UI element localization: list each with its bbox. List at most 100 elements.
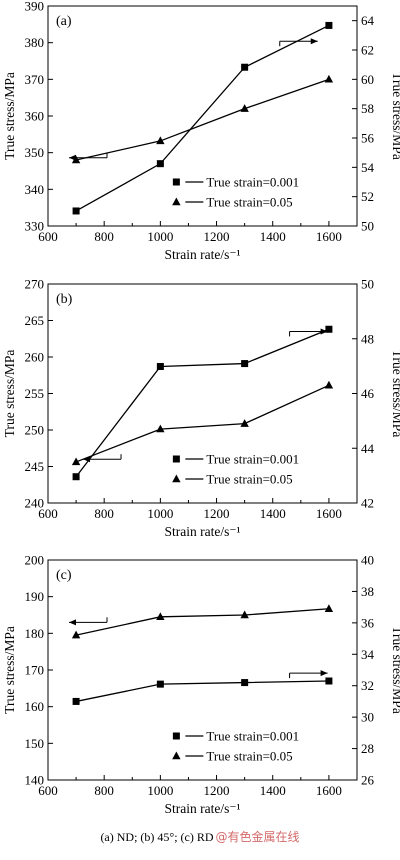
- y-tick-label-right: 36: [361, 615, 375, 630]
- y-tick-label-left: 350: [25, 145, 45, 160]
- square-marker: [156, 362, 164, 370]
- y-tick-label-left: 390: [25, 0, 45, 14]
- arrowhead-left: [83, 456, 91, 463]
- triangle-marker: [71, 457, 81, 466]
- y-tick-label-right: 40: [361, 553, 374, 568]
- y-tick-label-left: 150: [25, 736, 45, 751]
- y-axis-label-right: True stress/MPa: [390, 72, 400, 160]
- arrowhead-left: [68, 619, 76, 626]
- y-tick-label-left: 200: [25, 553, 45, 568]
- square-marker: [156, 680, 164, 688]
- triangle-marker: [156, 612, 165, 621]
- y-tick-label-left: 190: [25, 589, 45, 604]
- x-tick-label: 1200: [204, 783, 230, 798]
- x-tick-label: 1600: [316, 506, 342, 521]
- y-tick-label-left: 265: [25, 313, 45, 328]
- series-line-strain-0001: [75, 680, 329, 703]
- y-tick-label-left: 245: [25, 459, 45, 474]
- square-marker: [72, 207, 80, 215]
- series-line-strain-005: [75, 608, 329, 636]
- y-tick-label-left: 360: [25, 109, 45, 124]
- x-axis-label: Strain rate/s⁻¹: [164, 801, 240, 816]
- y-tick-label-left: 160: [25, 699, 45, 714]
- triangle-marker: [240, 419, 249, 427]
- triangle-marker: [240, 610, 249, 619]
- watermark-text: @有色金属在线: [215, 830, 300, 844]
- y-tick-label-left: 260: [25, 350, 45, 365]
- x-tick-label: 800: [94, 229, 114, 244]
- legend-triangle-marker: [172, 751, 181, 760]
- y-tick-label-right: 28: [361, 741, 374, 756]
- y-tick-label-right: 42: [361, 496, 374, 511]
- x-tick-label: 600: [38, 506, 58, 521]
- y-tick-label-left: 170: [25, 663, 45, 678]
- plot-frame: [47, 559, 358, 781]
- y-tick-label-right: 62: [361, 43, 374, 58]
- y-tick-label-right: 48: [361, 331, 374, 346]
- legend-label: True strain=0.05: [206, 472, 292, 487]
- chart-panel-3: 600 800 1000 1200 1400 1600 140 150 160 170 180 190…: [2, 553, 400, 817]
- x-axis-label: Strain rate/s⁻¹: [164, 524, 240, 539]
- y-axis-label-right: True stress/MPa: [390, 350, 400, 438]
- triangle-marker: [324, 380, 334, 389]
- x-tick-label: 1400: [260, 229, 286, 244]
- chart-panel-2: 600 800 1000 1200 1400 1600 240 245 250 255 260 265…: [2, 277, 400, 540]
- arrowhead-right: [320, 670, 328, 677]
- legend-square-marker: [172, 178, 180, 186]
- square-marker: [325, 325, 333, 333]
- y-tick-label-right: 50: [361, 219, 374, 234]
- panel-label: (c): [56, 568, 72, 583]
- figure-canvas: 600 800 1000 1200 1400 1600 330 340 350 360 370 380…: [2, 0, 400, 817]
- y-axis-label-left: True stress/MPa: [2, 72, 17, 160]
- y-tick-label-right: 58: [361, 101, 374, 116]
- panel-label: (b): [56, 292, 73, 307]
- y-axis-label-left: True stress/MPa: [2, 626, 17, 714]
- square-marker: [72, 697, 80, 705]
- y-tick-label-right: 30: [361, 710, 374, 725]
- arrowhead-right: [310, 38, 318, 45]
- y-tick-label-right: 34: [361, 647, 375, 662]
- triangle-marker: [156, 424, 165, 433]
- y-tick-label-right: 64: [361, 13, 375, 28]
- series-line-strain-005: [75, 384, 330, 463]
- legend-label: True strain=0.001: [206, 452, 299, 467]
- arrowhead-right: [320, 328, 328, 335]
- legend-square-marker: [172, 732, 180, 740]
- y-tick-label-right: 50: [361, 277, 374, 292]
- x-axis-label: Strain rate/s⁻¹: [164, 247, 240, 262]
- y-tick-label-left: 250: [25, 423, 45, 438]
- triangle-marker: [324, 74, 334, 83]
- x-tick-label: 1000: [147, 506, 173, 521]
- square-marker: [72, 473, 80, 481]
- x-tick-label: 1400: [260, 506, 286, 521]
- legend-label: True strain=0.001: [206, 729, 299, 744]
- arrowhead-left: [68, 154, 76, 161]
- y-tick-label-left: 370: [25, 72, 45, 87]
- series-line-strain-0001: [75, 24, 330, 212]
- legend-label: True strain=0.05: [206, 749, 292, 764]
- x-tick-label: 800: [94, 506, 114, 521]
- x-tick-label: 1000: [147, 229, 173, 244]
- triangle-marker: [71, 155, 81, 164]
- y-axis-label-left: True stress/MPa: [2, 350, 17, 438]
- legend-label: True strain=0.05: [206, 195, 292, 210]
- legend-triangle-marker: [172, 474, 181, 483]
- x-tick-label: 1400: [260, 783, 286, 798]
- x-tick-label: 1600: [316, 783, 342, 798]
- panel-label: (a): [56, 14, 72, 29]
- triangle-marker: [71, 630, 81, 639]
- x-tick-label: 1200: [204, 506, 230, 521]
- x-tick-label: 1200: [204, 229, 230, 244]
- y-tick-label-left: 180: [25, 626, 45, 641]
- series-line-strain-005: [75, 78, 330, 161]
- y-tick-label-right: 44: [361, 441, 375, 456]
- y-tick-label-right: 56: [361, 131, 375, 146]
- square-marker: [325, 21, 333, 29]
- series-line-strain-0001: [75, 328, 330, 478]
- y-tick-label-left: 340: [25, 182, 45, 197]
- legend-triangle-marker: [172, 197, 181, 206]
- square-marker: [241, 679, 249, 687]
- square-marker: [241, 63, 249, 71]
- y-tick-label-left: 270: [25, 277, 45, 292]
- y-tick-label-right: 38: [361, 584, 374, 599]
